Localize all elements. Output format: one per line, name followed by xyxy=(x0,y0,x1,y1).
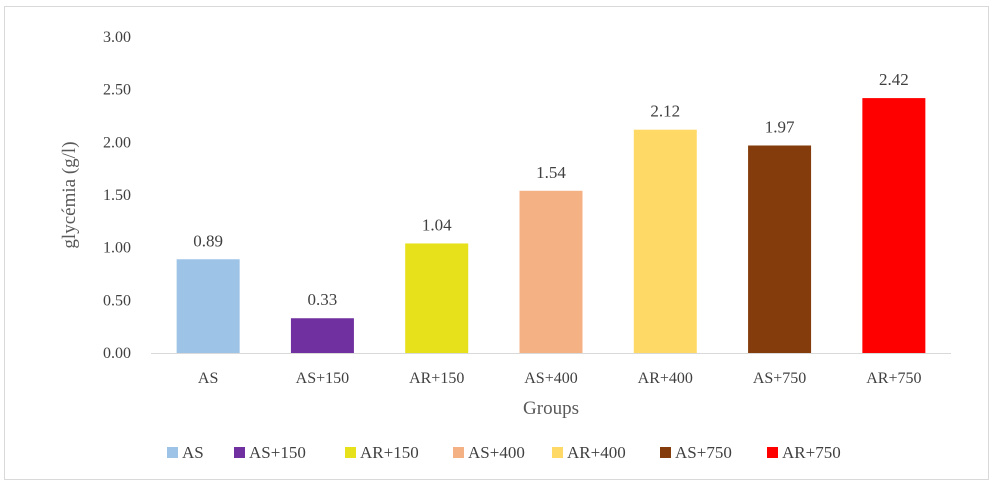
y-tick-label: 1.00 xyxy=(103,240,131,257)
bars xyxy=(176,98,926,354)
data-label: 0.89 xyxy=(193,231,223,250)
y-tick-label: 1.50 xyxy=(103,187,131,204)
legend-swatch xyxy=(660,447,671,458)
bar xyxy=(176,259,240,353)
legend: AS AS+150 AR+150 AS+400 AR+400 AS+750 AR+750 xyxy=(167,443,841,462)
legend-label: AR+150 xyxy=(360,443,419,462)
data-label: 2.12 xyxy=(650,102,680,121)
bar xyxy=(519,190,583,353)
x-tick-label: AR+750 xyxy=(866,370,921,387)
bar xyxy=(748,145,812,353)
x-tick-label: AS xyxy=(198,370,218,387)
legend-label: AS xyxy=(182,443,204,462)
bar-chart: 0.00 0.50 1.00 1.50 2.00 2.50 3.00 0.89 0.33 1.0… xyxy=(59,29,951,462)
y-tick-label: 2.50 xyxy=(103,82,131,99)
data-label: 1.04 xyxy=(422,215,452,234)
legend-swatch xyxy=(767,447,778,458)
y-tick-label: 3.00 xyxy=(103,29,131,46)
x-tick-label: AS+750 xyxy=(753,370,806,387)
legend-label: AS+750 xyxy=(675,443,732,462)
legend-swatch xyxy=(453,447,464,458)
data-label: 1.97 xyxy=(765,117,795,136)
legend-swatch xyxy=(345,447,356,458)
legend-swatch xyxy=(552,447,563,458)
y-tick-label: 0.00 xyxy=(103,345,131,362)
bar xyxy=(633,129,697,353)
y-axis-title: glycémia (g/l) xyxy=(59,141,80,248)
x-tick-label: AS+150 xyxy=(296,370,349,387)
x-axis-ticks: AS AS+150 AR+150 AS+400 AR+400 AS+750 AR+750 xyxy=(198,370,922,387)
bar xyxy=(862,98,926,354)
x-tick-label: AR+400 xyxy=(638,370,693,387)
data-label: 1.54 xyxy=(536,163,566,182)
chart-frame: 0.00 0.50 1.00 1.50 2.00 2.50 3.00 0.89 0.33 1.0… xyxy=(4,6,989,480)
y-axis-ticks: 0.00 0.50 1.00 1.50 2.00 2.50 3.00 xyxy=(103,29,131,362)
data-labels: 0.89 0.33 1.04 1.54 2.12 1.97 2.42 xyxy=(193,70,908,309)
y-tick-label: 0.50 xyxy=(103,292,131,309)
bar xyxy=(290,318,354,353)
x-axis-title: Groups xyxy=(523,398,579,419)
legend-swatch xyxy=(234,447,245,458)
data-label: 2.42 xyxy=(879,70,909,89)
y-tick-label: 2.00 xyxy=(103,134,131,151)
legend-label: AR+400 xyxy=(567,443,626,462)
legend-swatch xyxy=(167,447,178,458)
legend-label: AS+150 xyxy=(249,443,306,462)
data-label: 0.33 xyxy=(308,290,338,309)
x-tick-label: AR+150 xyxy=(409,370,464,387)
x-tick-label: AS+400 xyxy=(524,370,577,387)
bar xyxy=(405,243,469,353)
legend-label: AR+750 xyxy=(782,443,841,462)
legend-label: AS+400 xyxy=(468,443,525,462)
